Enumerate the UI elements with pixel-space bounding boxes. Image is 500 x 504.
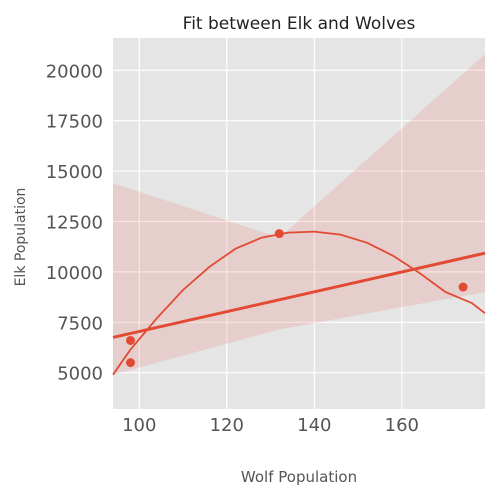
- y-tick-label: 7500: [57, 313, 103, 334]
- x-tick-label: 100: [122, 415, 156, 436]
- data-point: [126, 358, 136, 368]
- linear-fit-line: [112, 251, 486, 339]
- data-points: [126, 229, 468, 368]
- y-tick-label: 20000: [46, 61, 103, 82]
- y-tick-label: 17500: [46, 112, 103, 133]
- x-tick-label: 140: [297, 415, 331, 436]
- x-tick-label: 160: [385, 415, 419, 436]
- y-tick-label: 5000: [57, 364, 103, 385]
- fit-lines: [112, 230, 486, 376]
- plot-background: [113, 38, 485, 409]
- data-point: [126, 335, 136, 345]
- data-point: [274, 229, 284, 239]
- y-tick-label: 15000: [46, 162, 103, 183]
- y-axis-label: Elk Population: [13, 188, 29, 287]
- y-tick-label: 10000: [46, 263, 103, 284]
- confidence-band-area: [113, 54, 485, 375]
- data-point: [458, 282, 468, 292]
- x-axis-label: Wolf Population: [241, 468, 357, 486]
- grid-lines: [113, 38, 485, 409]
- x-tick-label: 120: [210, 415, 244, 436]
- y-tick-label: 12500: [46, 212, 103, 233]
- confidence-band: [113, 54, 485, 375]
- quadratic-fit-line: [112, 230, 486, 376]
- tick-labels: 100 120 140 160 5000 7500 10000 12500 15000 17500…: [46, 61, 419, 436]
- chart-title: Fit between Elk and Wolves: [183, 14, 416, 34]
